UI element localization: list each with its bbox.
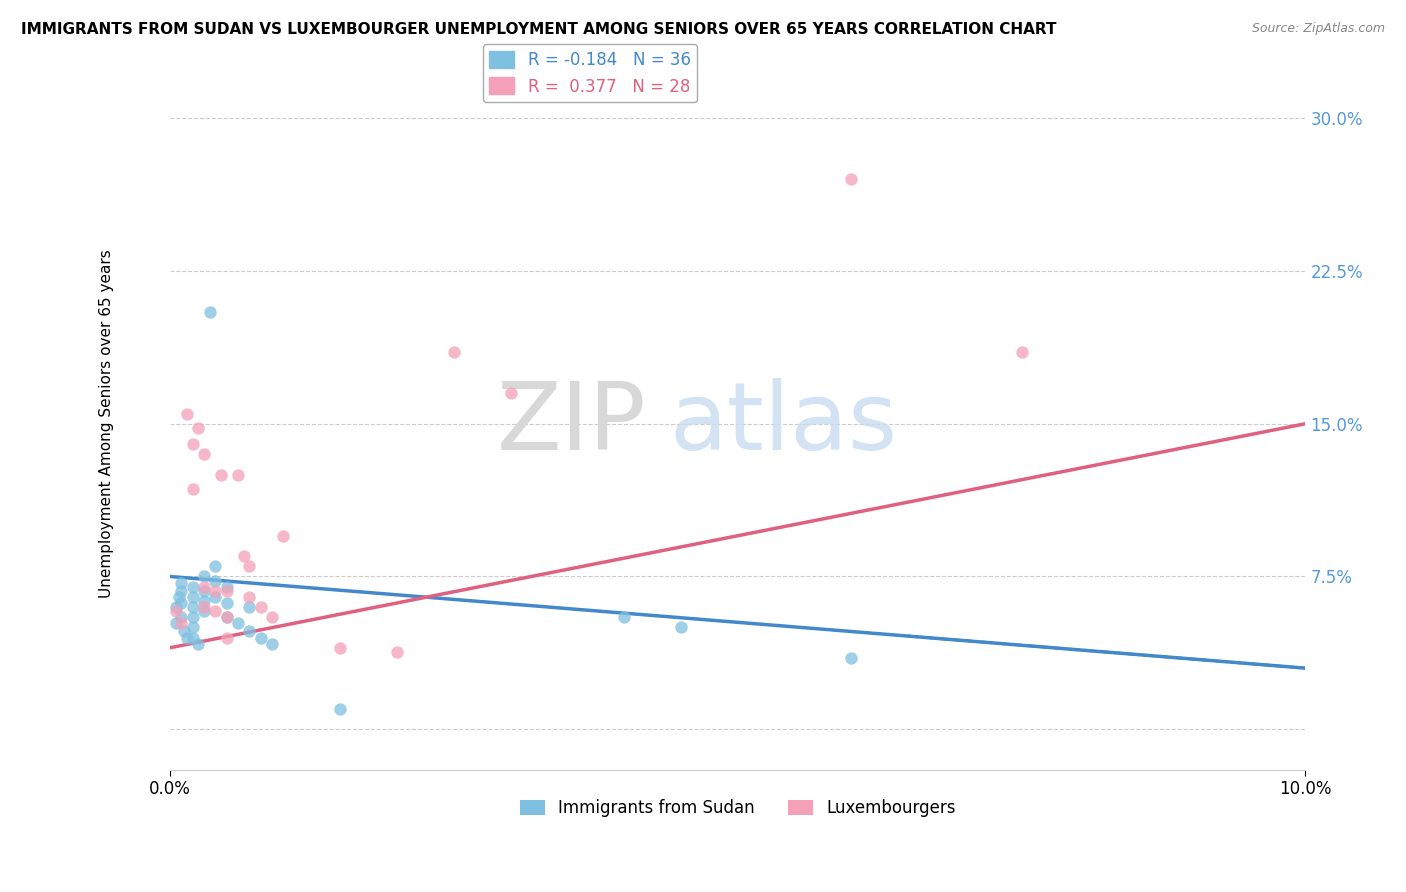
Point	[181, 437, 204, 451]
Point	[167, 590, 190, 604]
Legend: Immigrants from Sudan, Luxembourgers: Immigrants from Sudan, Luxembourgers	[513, 793, 962, 824]
Point	[215, 610, 238, 624]
Text: IMMIGRANTS FROM SUDAN VS LUXEMBOURGER UNEMPLOYMENT AMONG SENIORS OVER 65 YEARS C: IMMIGRANTS FROM SUDAN VS LUXEMBOURGER UN…	[21, 22, 1056, 37]
Point	[187, 421, 209, 435]
Point	[226, 616, 249, 631]
Point	[209, 467, 232, 482]
Point	[204, 590, 226, 604]
Point	[165, 600, 187, 615]
Point	[193, 447, 215, 461]
Point	[385, 645, 408, 659]
Point	[249, 631, 271, 645]
Point	[173, 624, 195, 639]
Point	[165, 616, 187, 631]
Point	[238, 590, 260, 604]
Point	[193, 569, 215, 583]
Point	[249, 600, 271, 615]
Y-axis label: Unemployment Among Seniors over 65 years: Unemployment Among Seniors over 65 years	[100, 250, 114, 599]
Text: Source: ZipAtlas.com: Source: ZipAtlas.com	[1251, 22, 1385, 36]
Point	[170, 610, 193, 624]
Point	[329, 702, 352, 716]
Point	[204, 583, 226, 598]
Point	[499, 386, 522, 401]
Point	[215, 580, 238, 594]
Point	[443, 345, 465, 359]
Point	[170, 596, 193, 610]
Point	[198, 304, 221, 318]
Point	[181, 610, 204, 624]
Point	[181, 580, 204, 594]
Point	[193, 583, 215, 598]
Point	[193, 594, 215, 608]
Point	[181, 590, 204, 604]
Point	[215, 610, 238, 624]
Text: ZIP: ZIP	[498, 377, 647, 470]
Point	[204, 574, 226, 588]
Point	[238, 624, 260, 639]
Point	[176, 407, 198, 421]
Point	[232, 549, 254, 563]
Point	[669, 620, 692, 634]
Point	[193, 600, 215, 615]
Point	[262, 610, 284, 624]
Point	[215, 596, 238, 610]
Point	[1011, 345, 1033, 359]
Point	[193, 580, 215, 594]
Point	[329, 640, 352, 655]
Point	[193, 604, 215, 618]
Point	[181, 482, 204, 496]
Point	[839, 651, 862, 665]
Point	[238, 600, 260, 615]
Point	[613, 610, 636, 624]
Point	[170, 575, 193, 590]
Point	[187, 637, 209, 651]
Point	[215, 583, 238, 598]
Point	[839, 172, 862, 186]
Point	[176, 631, 198, 645]
Point	[170, 616, 193, 631]
Point	[204, 559, 226, 574]
Point	[181, 600, 204, 615]
Point	[181, 620, 204, 634]
Point	[165, 604, 187, 618]
Point	[273, 529, 295, 543]
Point	[181, 631, 204, 645]
Point	[215, 631, 238, 645]
Point	[226, 467, 249, 482]
Point	[238, 559, 260, 574]
Point	[204, 604, 226, 618]
Point	[170, 583, 193, 598]
Point	[262, 637, 284, 651]
Text: atlas: atlas	[669, 377, 898, 470]
